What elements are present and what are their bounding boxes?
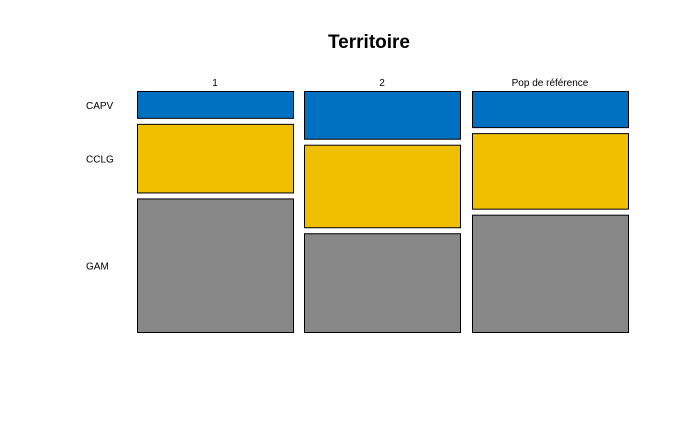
- chart-title: Territoire: [328, 32, 410, 53]
- mosaic-tiles: [137, 91, 629, 334]
- mosaic-tile-capv: [472, 91, 629, 129]
- column-label: Pop de référence: [512, 78, 589, 89]
- column-labels: 1 2 Pop de référence: [212, 78, 589, 89]
- mosaic-tile-cclg: [304, 144, 461, 229]
- column-label: 2: [379, 78, 385, 89]
- row-label: GAM: [86, 262, 109, 273]
- mosaic-tile-gam: [472, 214, 629, 333]
- mosaic-tile-capv: [137, 91, 294, 119]
- row-labels: CAPV CCLG GAM: [86, 101, 114, 273]
- column-label: 1: [212, 78, 218, 89]
- row-label: CCLG: [86, 155, 114, 166]
- mosaic-tile-gam: [304, 233, 461, 334]
- mosaic-tile-cclg: [472, 133, 629, 210]
- mosaic-tile-capv: [304, 91, 461, 140]
- row-label: CAPV: [86, 101, 114, 112]
- mosaic-tile-gam: [137, 198, 294, 333]
- mosaic-tile-cclg: [137, 123, 294, 194]
